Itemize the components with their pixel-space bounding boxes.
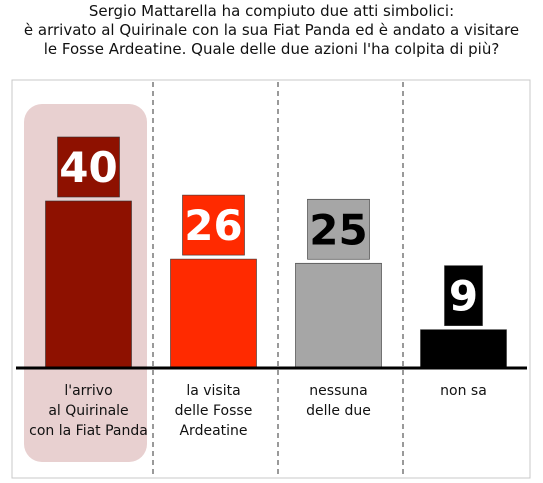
- category-label: la visita delle Fosse Ardeatine: [175, 383, 253, 439]
- bar: [295, 262, 382, 368]
- value-label: 40: [59, 143, 117, 192]
- category-label: l'arrivo al Quirinale con la Fiat Panda: [29, 383, 148, 439]
- value-label-box: [307, 198, 370, 260]
- value-label-box: [182, 194, 245, 256]
- chart-title: Sergio Mattarella ha compiuto due atti s…: [0, 2, 543, 59]
- category-label: non sa: [440, 383, 487, 399]
- value-label: 26: [184, 201, 242, 250]
- value-label: 9: [449, 272, 478, 321]
- chart-title-line-1: Sergio Mattarella ha compiuto due atti s…: [88, 2, 455, 20]
- bar: [420, 329, 507, 368]
- chart-title-line-2: è arrivato al Quirinale con la sua Fiat …: [23, 21, 520, 39]
- bar: [45, 200, 132, 368]
- value-label-box: [444, 265, 483, 326]
- category-label: nessuna delle due: [306, 383, 371, 419]
- bar: [170, 258, 257, 368]
- chart-frame: [11, 79, 531, 479]
- value-label: 25: [309, 205, 367, 254]
- value-label-box: [57, 136, 120, 198]
- chart-title-line-3: le Fosse Ardeatine. Quale delle due azio…: [43, 40, 500, 58]
